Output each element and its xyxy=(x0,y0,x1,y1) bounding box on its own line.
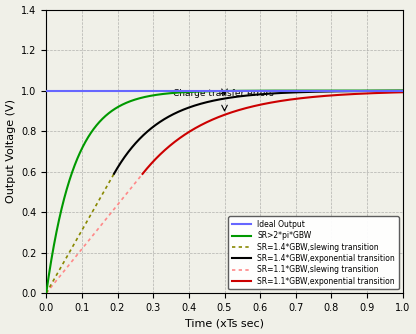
X-axis label: Time (xTs sec): Time (xTs sec) xyxy=(185,318,264,328)
Y-axis label: Output Voltage (V): Output Voltage (V) xyxy=(5,99,15,203)
Text: Charge transfer errors: Charge transfer errors xyxy=(173,89,274,98)
Legend: Ideal Output, SR>2*pi*GBW, SR=1.4*GBW,slewing transition, SR=1.4*GBW,exponential: Ideal Output, SR>2*pi*GBW, SR=1.4*GBW,sl… xyxy=(228,216,399,289)
